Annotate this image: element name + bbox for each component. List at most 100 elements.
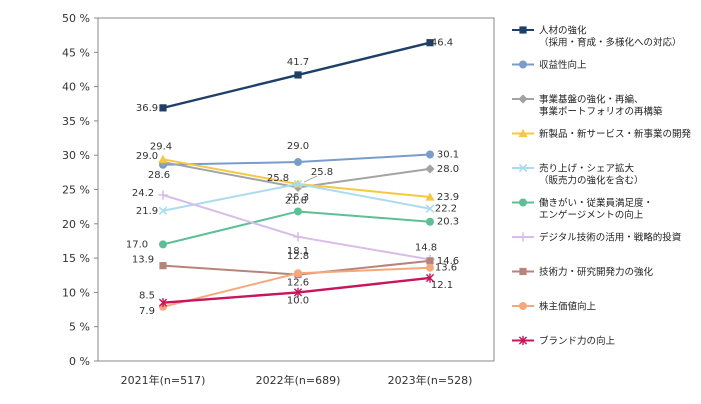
legend-item: 収益性向上 — [512, 59, 587, 71]
legend-marker — [519, 26, 527, 34]
legend-item: ブランド力の向上 — [512, 335, 616, 347]
data-point — [159, 104, 167, 112]
series-6: 17.0 21.8 20.3 — [126, 195, 459, 250]
data-point — [294, 158, 302, 167]
data-point — [425, 192, 435, 201]
data-label: 12.8 — [287, 251, 309, 262]
legend-item: 働きがい・従業員満足度・エンゲージメントの向上 — [512, 197, 653, 221]
data-point — [294, 71, 302, 79]
data-point — [293, 179, 303, 189]
data-label: 29.0 — [136, 151, 158, 162]
y-tick-label: 10 % — [62, 286, 90, 299]
series-1: 36.9 41.7 46.4 — [136, 38, 453, 114]
data-label: 8.5 — [139, 291, 155, 302]
legend-marker — [519, 267, 527, 276]
data-label: 13.9 — [132, 255, 154, 266]
data-label: 14.6 — [437, 256, 459, 267]
data-point — [426, 257, 434, 265]
data-label: 21.9 — [136, 206, 158, 217]
data-point — [158, 154, 168, 163]
y-tick-label: 45 % — [62, 46, 90, 59]
legend-label: エンゲージメントの向上 — [539, 209, 644, 221]
legend-marker — [519, 198, 527, 207]
legend-item: 人材の強化（採用・育成・多様化への対応） — [512, 25, 682, 49]
legend: 人材の強化（採用・育成・多様化への対応） 収益性向上事業基盤の強化・再編、事業ポー… — [512, 25, 692, 347]
data-label: 25.8 — [311, 167, 333, 178]
y-tick-label: 5 % — [69, 321, 90, 334]
series-line — [162, 210, 431, 246]
legend-item: 株主価値向上 — [512, 301, 597, 313]
data-point — [294, 269, 302, 278]
data-label: 30.1 — [437, 150, 459, 161]
series-10: 8.5 10.0 12.1 — [139, 273, 453, 308]
data-label: 24.2 — [132, 188, 154, 199]
data-point — [294, 207, 302, 216]
data-point — [158, 190, 168, 200]
y-tick-label: 20 % — [62, 218, 90, 231]
legend-label: 技術力・研究開発力の強化 — [539, 266, 654, 278]
data-label: 20.3 — [437, 217, 459, 228]
legend-marker — [519, 60, 527, 69]
legend-label: 株主価値向上 — [539, 301, 597, 313]
legend-label: ブランド力の向上 — [539, 335, 616, 347]
legend-marker — [519, 302, 527, 310]
legend-item: デジタル技術の活用・戦略的投資 — [512, 232, 681, 244]
legend-label: 事業基盤の強化・再編、 — [539, 94, 644, 106]
data-label: 10.0 — [287, 295, 309, 306]
data-label: 28.0 — [437, 164, 459, 175]
data-label: 7.9 — [139, 306, 155, 317]
leader-line — [303, 175, 318, 183]
legend-label: 人材の強化 — [539, 25, 587, 37]
legend-marker — [518, 232, 528, 242]
data-label: 25.8 — [267, 173, 289, 184]
data-label: 13.6 — [435, 263, 457, 274]
y-tick-label: 35 % — [62, 115, 90, 128]
data-label: 29.4 — [150, 141, 172, 152]
x-tick-label: 2023年(n=528) — [388, 373, 473, 387]
data-label: 36.9 — [136, 103, 158, 114]
x-tick-label: 2022年(n=689) — [256, 373, 341, 387]
data-label: 25.3 — [287, 192, 309, 203]
data-label: 46.4 — [431, 38, 453, 49]
y-tick-label: 15 % — [62, 252, 90, 265]
y-tick-label: 0 % — [69, 355, 90, 368]
legend-item: 事業基盤の強化・再編、事業ポートフォリオの再構築 — [512, 94, 663, 118]
legend-label: デジタル技術の活用・戦略的投資 — [539, 232, 681, 244]
series-9: 7.9 12.8 13.6 — [139, 251, 457, 317]
data-label: 21.8 — [285, 195, 307, 206]
series-2: 28.6 29.0 30.1 — [148, 141, 459, 181]
legend-marker — [518, 335, 528, 346]
legend-label: 事業ポートフォリオの再構築 — [539, 106, 663, 118]
legend-label: 働きがい・従業員満足度・ — [539, 197, 653, 209]
data-point — [293, 287, 303, 297]
data-point — [425, 273, 435, 283]
data-label: 23.9 — [437, 192, 459, 203]
data-label: 12.6 — [287, 278, 309, 289]
data-label: 29.0 — [287, 141, 309, 152]
legend-item: 新製品・新サービス・新事業の開発 — [512, 128, 692, 140]
data-point — [426, 39, 434, 47]
data-label: 41.7 — [287, 57, 309, 68]
data-point — [159, 262, 167, 270]
data-label: 12.1 — [431, 280, 453, 291]
y-tick-label: 30 % — [62, 149, 90, 162]
x-tick-label: 2021年(n=517) — [121, 373, 206, 387]
legend-label: 新製品・新サービス・新事業の開発 — [539, 128, 692, 140]
legend-item: 技術力・研究開発力の強化 — [512, 266, 654, 278]
series-5: 21.9 25.8 22.2 — [136, 167, 457, 217]
data-point — [425, 164, 435, 174]
data-label: 28.6 — [148, 170, 170, 181]
legend-marker — [518, 128, 528, 138]
data-label: 14.8 — [415, 242, 437, 253]
y-tick-label: 50 % — [62, 12, 90, 25]
series-7: 24.2 18.1 14.8 — [132, 188, 437, 265]
legend-item: 売り上げ・シェア拡大（販売力の強化を含む） — [512, 163, 644, 187]
data-point — [293, 232, 303, 242]
data-point — [158, 298, 168, 308]
legend-label: 収益性向上 — [539, 59, 587, 71]
legend-label: 売り上げ・シェア拡大 — [539, 163, 635, 175]
data-label: 18.1 — [287, 246, 309, 257]
legend-marker — [518, 163, 528, 173]
data-point — [425, 204, 435, 213]
